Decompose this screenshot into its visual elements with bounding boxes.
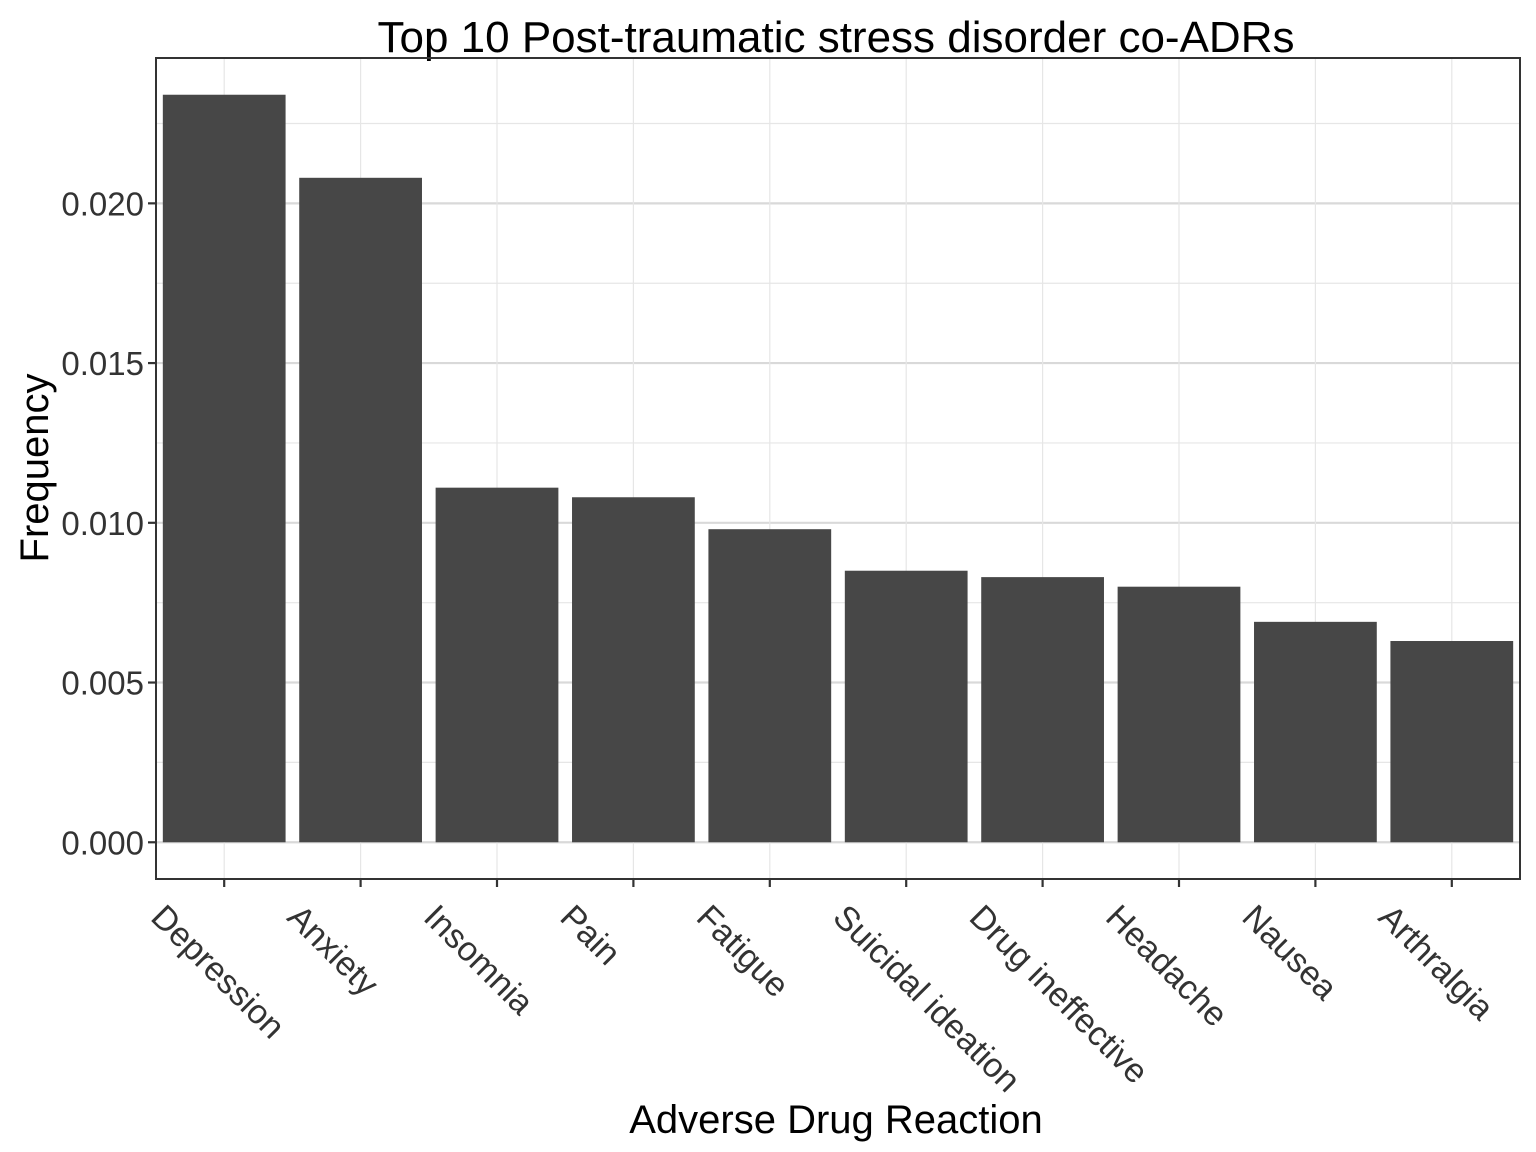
x-axis-title: Adverse Drug Reaction xyxy=(629,1098,1043,1142)
x-tick-label: Pain xyxy=(553,898,628,973)
bars xyxy=(162,94,1514,843)
bar-anxiety xyxy=(299,177,422,843)
x-tick-label: Insomnia xyxy=(416,898,540,1022)
x-tick-label: Anxiety xyxy=(280,898,386,1004)
y-axis-title: Frequency xyxy=(13,374,57,563)
y-tick-label: 0.005 xyxy=(61,665,144,702)
y-axis: 0.000 0.005 0.010 0.015 0.020 xyxy=(61,185,156,861)
bar-headache xyxy=(1117,586,1241,843)
bar-suicidal-ideation xyxy=(844,570,968,843)
y-tick-label: 0.000 xyxy=(61,824,144,861)
x-tick-label: Headache xyxy=(1098,898,1234,1034)
bar-insomnia xyxy=(435,487,559,843)
y-tick-label: 0.010 xyxy=(61,505,144,542)
x-tick-label: Depression xyxy=(144,898,292,1046)
x-tick-label: Arthralgia xyxy=(1371,898,1501,1028)
bar-drug-ineffective xyxy=(981,577,1104,843)
x-tick-label: Fatigue xyxy=(689,898,796,1005)
bar-pain xyxy=(572,497,695,843)
y-tick-label: 0.015 xyxy=(61,345,144,382)
bar-arthralgia xyxy=(1390,641,1514,843)
plot-panel xyxy=(155,57,1521,880)
y-tick-label: 0.020 xyxy=(61,185,144,222)
chart-title: Top 10 Post-traumatic stress disorder co… xyxy=(378,13,1295,62)
bar-depression xyxy=(162,94,286,843)
x-tick-label: Nausea xyxy=(1235,898,1345,1008)
bar-fatigue xyxy=(708,529,832,843)
bar-nausea xyxy=(1254,621,1377,843)
